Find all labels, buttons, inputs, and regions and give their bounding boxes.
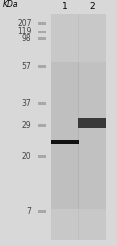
Bar [38,210,46,213]
Bar [38,37,46,40]
Bar [38,22,46,25]
Text: 2: 2 [90,2,95,11]
Text: 29: 29 [22,121,32,130]
Text: 20: 20 [22,152,32,161]
Bar [78,14,106,240]
Text: 1: 1 [62,2,68,11]
Text: 119: 119 [17,28,32,36]
Bar [38,102,46,105]
Bar [38,65,46,68]
Text: 7: 7 [27,207,32,216]
Bar [38,31,46,33]
Text: 37: 37 [22,99,32,108]
Bar [51,14,79,240]
Text: 98: 98 [22,34,32,43]
Bar [51,140,79,144]
Bar [78,62,106,209]
Bar [51,62,79,209]
Text: KDa: KDa [2,0,18,9]
Text: 57: 57 [22,62,32,71]
Bar [78,118,106,128]
Bar [38,155,46,158]
Bar [38,124,46,127]
Text: 207: 207 [17,19,32,28]
